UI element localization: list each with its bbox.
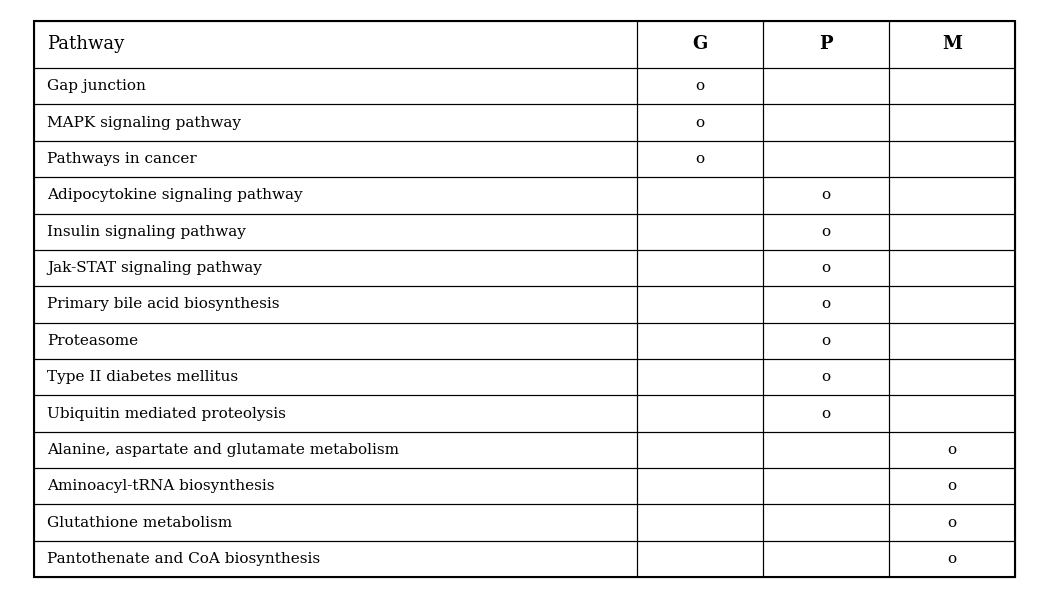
Text: M: M	[942, 36, 962, 54]
Bar	[34, 21, 638, 68]
Text: Pathways in cancer: Pathways in cancer	[47, 152, 197, 166]
Bar	[763, 359, 889, 395]
Bar	[34, 505, 638, 541]
Text: o: o	[821, 406, 831, 421]
Bar	[889, 432, 1015, 468]
Bar	[763, 141, 889, 177]
Bar	[638, 432, 763, 468]
Bar	[763, 322, 889, 359]
Bar	[638, 68, 763, 105]
Bar	[889, 68, 1015, 105]
Text: Adipocytokine signaling pathway: Adipocytokine signaling pathway	[47, 189, 303, 202]
Bar	[763, 177, 889, 214]
Bar	[889, 141, 1015, 177]
Bar	[638, 359, 763, 395]
Text: G: G	[692, 36, 708, 54]
Text: P: P	[819, 36, 833, 54]
Text: Gap junction: Gap junction	[47, 79, 146, 93]
Bar	[763, 68, 889, 105]
Bar	[889, 468, 1015, 505]
Bar	[889, 322, 1015, 359]
Text: Pathway: Pathway	[47, 36, 125, 54]
Bar	[638, 505, 763, 541]
Bar	[638, 21, 763, 68]
Bar	[34, 141, 638, 177]
Bar	[763, 105, 889, 141]
Bar	[638, 322, 763, 359]
Bar	[638, 468, 763, 505]
Bar	[34, 250, 638, 286]
Bar	[889, 250, 1015, 286]
Bar	[889, 214, 1015, 250]
Bar	[889, 105, 1015, 141]
Text: o: o	[821, 225, 831, 239]
Bar	[763, 395, 889, 432]
Text: o: o	[821, 298, 831, 311]
Bar	[763, 21, 889, 68]
Bar	[34, 105, 638, 141]
Bar	[763, 432, 889, 468]
Text: o: o	[695, 152, 705, 166]
Bar	[889, 541, 1015, 577]
Bar	[638, 286, 763, 322]
Text: Pantothenate and CoA biosynthesis: Pantothenate and CoA biosynthesis	[47, 552, 320, 566]
Bar	[34, 432, 638, 468]
Bar	[763, 505, 889, 541]
Text: Proteasome: Proteasome	[47, 334, 138, 348]
Bar	[34, 541, 638, 577]
Bar	[889, 177, 1015, 214]
Bar	[34, 68, 638, 105]
Text: o: o	[947, 516, 957, 530]
Bar	[889, 286, 1015, 322]
Bar	[763, 250, 889, 286]
Bar	[34, 214, 638, 250]
Text: o: o	[821, 189, 831, 202]
Bar	[638, 214, 763, 250]
Text: o: o	[947, 552, 957, 566]
Text: o: o	[821, 334, 831, 348]
Bar	[763, 468, 889, 505]
Bar	[763, 286, 889, 322]
Bar	[34, 395, 638, 432]
Bar	[638, 105, 763, 141]
Text: o: o	[821, 370, 831, 384]
Text: o: o	[947, 443, 957, 457]
Bar	[638, 395, 763, 432]
Text: Alanine, aspartate and glutamate metabolism: Alanine, aspartate and glutamate metabol…	[47, 443, 400, 457]
Text: o: o	[695, 115, 705, 130]
Bar	[889, 359, 1015, 395]
Text: Glutathione metabolism: Glutathione metabolism	[47, 516, 232, 530]
Bar	[763, 214, 889, 250]
Text: MAPK signaling pathway: MAPK signaling pathway	[47, 115, 241, 130]
Text: o: o	[947, 479, 957, 493]
Bar	[34, 359, 638, 395]
Text: Type II diabetes mellitus: Type II diabetes mellitus	[47, 370, 238, 384]
Bar	[638, 141, 763, 177]
Text: Insulin signaling pathway: Insulin signaling pathway	[47, 225, 247, 239]
Bar	[763, 541, 889, 577]
Bar	[889, 21, 1015, 68]
Bar	[638, 541, 763, 577]
Text: Jak-STAT signaling pathway: Jak-STAT signaling pathway	[47, 261, 262, 275]
Text: o: o	[695, 79, 705, 93]
Bar	[34, 286, 638, 322]
Text: o: o	[821, 261, 831, 275]
Bar	[638, 177, 763, 214]
Bar	[34, 322, 638, 359]
Bar	[889, 395, 1015, 432]
Bar	[638, 250, 763, 286]
Bar	[34, 177, 638, 214]
Text: Primary bile acid biosynthesis: Primary bile acid biosynthesis	[47, 298, 280, 311]
Bar	[889, 505, 1015, 541]
Bar	[34, 468, 638, 505]
Text: Ubiquitin mediated proteolysis: Ubiquitin mediated proteolysis	[47, 406, 286, 421]
Text: Aminoacyl-tRNA biosynthesis: Aminoacyl-tRNA biosynthesis	[47, 479, 275, 493]
